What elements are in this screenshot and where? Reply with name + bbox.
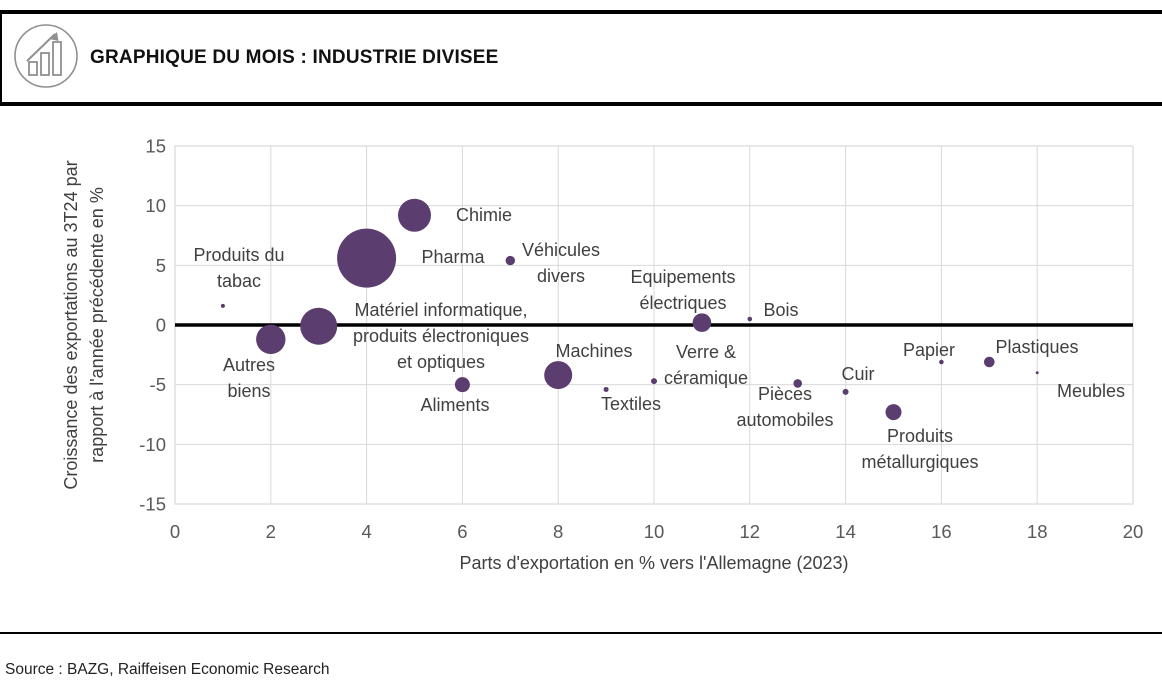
header: GRAPHIQUE DU MOIS : INDUSTRIE DIVISEE (0, 14, 1162, 102)
y-tick-10: 10 (145, 195, 166, 216)
point-label-bois: Bois (763, 300, 798, 320)
point-label-produits-du-tabac: Produits du tabac (193, 245, 284, 291)
bubble-autres-biens (256, 324, 286, 355)
x-tick-14: 14 (835, 521, 856, 542)
x-axis-title: Parts d'exportation en % vers l'Allemagn… (459, 553, 848, 573)
x-tick-4: 4 (361, 521, 371, 542)
y-axis-title: Croissance des exportations au 3T24 par r… (61, 160, 107, 489)
bubble-machines (544, 361, 573, 390)
bubble-papier (939, 359, 944, 365)
bubble-produits-du-tabac (220, 303, 225, 308)
bubble-cuir (842, 388, 849, 395)
bubble-equipements-electriques (692, 313, 712, 332)
y-tick-5: 5 (156, 255, 166, 276)
bubble-textiles (603, 386, 609, 392)
bubble-meubles (1035, 371, 1039, 375)
bubble-pharma (337, 228, 397, 288)
bubble-vehicules-divers (505, 255, 515, 266)
bubble-verre-ceramique (651, 378, 657, 385)
x-tick-12: 12 (740, 521, 761, 542)
point-label-machines: Machines (555, 341, 632, 361)
y-tick--5: -5 (150, 374, 166, 395)
point-label-equipements-electriques: Equipements électriques (630, 267, 735, 313)
point-label-autres-biens: Autres biens (223, 355, 275, 401)
point-label-plastiques: Plastiques (995, 337, 1078, 357)
point-label-verre-ceramique: Verre & céramique (664, 342, 748, 388)
point-label-cuir: Cuir (841, 364, 874, 384)
point-label-vehicules-divers: Véhicules divers (522, 240, 600, 286)
point-label-pharma: Pharma (421, 247, 485, 267)
x-tick-20: 20 (1123, 521, 1144, 542)
bubble-pieces-automobiles (793, 379, 802, 388)
footer-rule (0, 632, 1162, 634)
point-label-materiel-informatique: Matériel informatique, produits électroni… (353, 300, 529, 372)
point-label-chimie: Chimie (456, 205, 512, 225)
source-text: Source : BAZG, Raiffeisen Economic Resea… (5, 661, 330, 678)
x-tick-6: 6 (457, 521, 467, 542)
y-tick--10: -10 (139, 434, 166, 455)
bubble-bois (747, 316, 753, 322)
x-tick-18: 18 (1027, 521, 1048, 542)
x-tick-10: 10 (644, 521, 665, 542)
point-label-meubles: Meubles (1057, 381, 1125, 401)
bubble-produits-metallurgiques (885, 404, 902, 421)
x-tick-0: 0 (170, 521, 180, 542)
point-label-papier: Papier (903, 340, 955, 360)
bubble-plastiques (984, 356, 995, 368)
x-tick-8: 8 (553, 521, 563, 542)
header-top-rule (0, 10, 1162, 14)
bubble-chimie (398, 198, 431, 232)
y-tick--15: -15 (139, 494, 166, 515)
bubble-materiel-informatique (300, 307, 338, 345)
point-label-pieces-automobiles: Pièces automobiles (736, 384, 833, 430)
point-label-produits-metallurgiques: Produits métallurgiques (861, 426, 978, 472)
x-tick-2: 2 (266, 521, 276, 542)
header-bottom-rule (0, 102, 1162, 106)
y-tick-15: 15 (145, 136, 166, 157)
y-tick-0: 0 (156, 315, 166, 336)
header-left-edge-rule (0, 10, 2, 106)
page-title: GRAPHIQUE DU MOIS : INDUSTRIE DIVISEE (90, 47, 499, 68)
bar-chart-growth-icon (14, 24, 78, 88)
point-label-textiles: Textiles (601, 394, 661, 414)
bubble-aliments (454, 377, 470, 393)
point-label-aliments: Aliments (420, 395, 489, 415)
x-tick-16: 16 (931, 521, 952, 542)
